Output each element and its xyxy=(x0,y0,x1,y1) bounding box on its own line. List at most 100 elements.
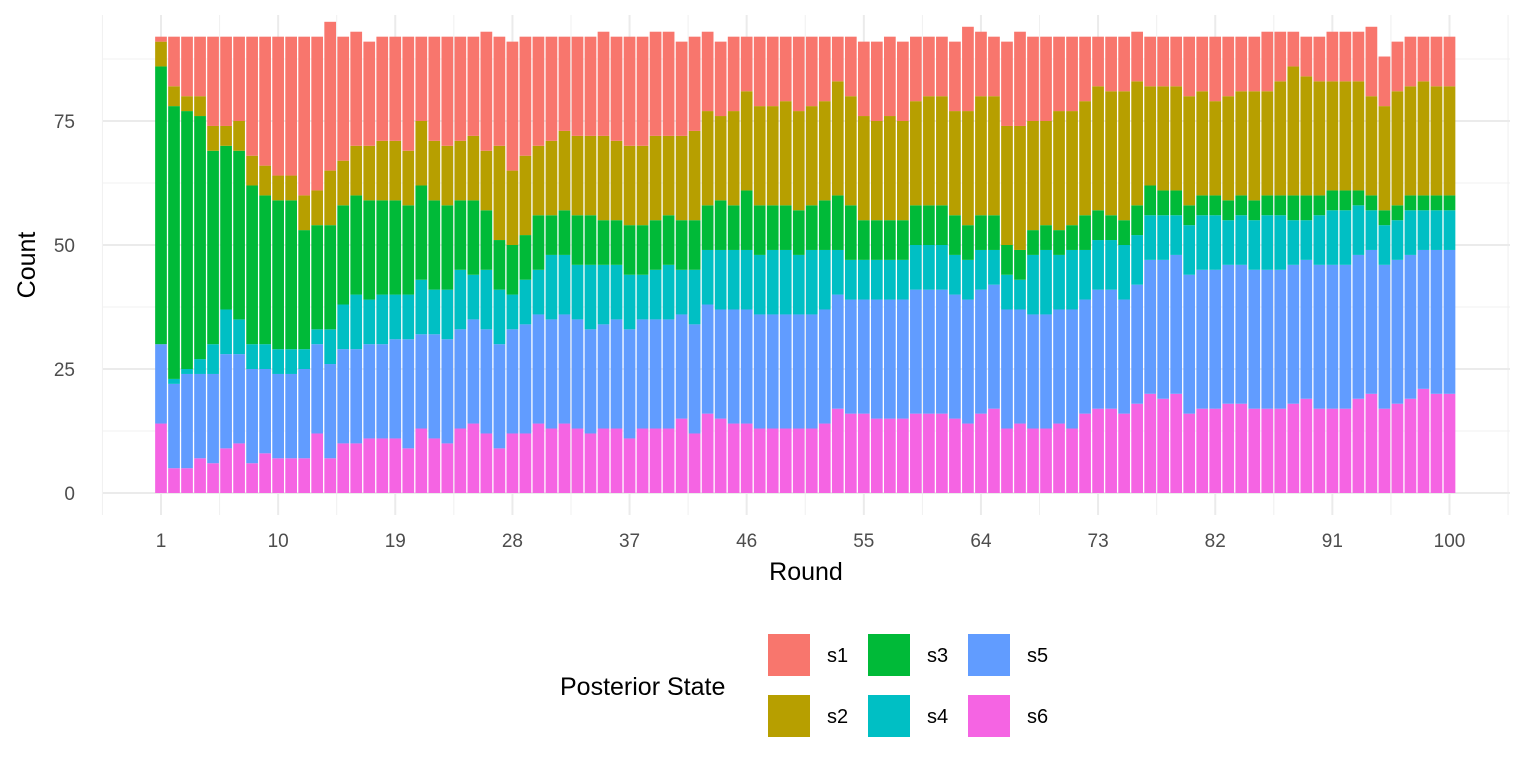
bar-s6-round-44 xyxy=(714,418,727,493)
bar-s3-round-5 xyxy=(207,150,219,345)
bar-s3-round-10 xyxy=(272,200,284,350)
bar-s1-round-53 xyxy=(831,36,844,82)
bar-s4-round-26 xyxy=(480,269,493,330)
bar-s4-round-50 xyxy=(792,254,805,315)
bar-s3-round-35 xyxy=(597,220,610,265)
bar-s6-round-88 xyxy=(1287,403,1300,493)
bar-s4-round-80 xyxy=(1183,225,1196,275)
bar-s3-round-77 xyxy=(1144,185,1156,216)
bar-s2-round-43 xyxy=(701,111,714,206)
bar-s2-round-94 xyxy=(1365,96,1378,196)
bar-s6-round-24 xyxy=(454,428,467,493)
bar-s1-round-69 xyxy=(1040,36,1052,121)
bar-s1-round-31 xyxy=(545,36,558,141)
bar-s5-round-41 xyxy=(675,314,688,419)
bar-s2-round-32 xyxy=(558,130,571,211)
bar-s5-round-73 xyxy=(1092,289,1104,409)
bar-s2-round-86 xyxy=(1261,91,1274,196)
bar-s6-round-33 xyxy=(571,428,584,493)
bar-s1-round-43 xyxy=(701,31,714,112)
bar-s4-round-18 xyxy=(376,294,389,345)
bar-s1-round-83 xyxy=(1222,36,1235,97)
bar-s2-round-29 xyxy=(519,155,532,236)
bar-s5-round-59 xyxy=(910,289,922,414)
bar-s3-round-22 xyxy=(428,200,441,290)
bar-s2-round-34 xyxy=(584,135,597,216)
x-tick-label: 100 xyxy=(1434,531,1466,552)
bar-s6-round-50 xyxy=(792,428,805,493)
bar-s5-round-45 xyxy=(727,309,740,424)
bar-s6-round-96 xyxy=(1391,403,1404,493)
bar-s4-round-11 xyxy=(285,349,297,374)
bar-s3-round-38 xyxy=(636,225,649,275)
bar-s3-round-93 xyxy=(1352,190,1365,206)
bar-s2-round-71 xyxy=(1066,111,1078,226)
bar-s4-round-23 xyxy=(441,289,454,340)
bar-s1-round-57 xyxy=(883,36,896,117)
bar-s6-round-69 xyxy=(1040,428,1052,493)
bar-s4-round-22 xyxy=(428,289,441,335)
bar-s5-round-81 xyxy=(1196,269,1209,409)
bar-s5-round-68 xyxy=(1027,314,1039,429)
bar-s3-round-97 xyxy=(1404,195,1417,211)
bar-s5-round-43 xyxy=(701,304,714,414)
x-tick-label: 91 xyxy=(1322,531,1343,552)
bar-s3-round-13 xyxy=(311,225,324,330)
bar-s3-round-34 xyxy=(584,215,597,265)
bar-s5-round-42 xyxy=(688,324,701,434)
bar-s4-round-9 xyxy=(259,344,271,369)
bar-s5-round-36 xyxy=(610,319,623,429)
bar-s4-round-58 xyxy=(897,259,909,300)
bar-s5-round-60 xyxy=(923,289,935,414)
bar-s5-round-15 xyxy=(337,349,350,444)
bar-s4-round-70 xyxy=(1053,254,1065,310)
bar-s2-round-54 xyxy=(844,96,857,206)
bar-s4-round-71 xyxy=(1066,249,1078,310)
bar-s1-round-37 xyxy=(623,36,636,146)
bar-s6-round-75 xyxy=(1118,413,1130,493)
bar-s2-round-98 xyxy=(1417,81,1430,196)
bar-s2-round-5 xyxy=(207,125,219,151)
bar-s1-round-36 xyxy=(610,36,623,141)
bar-s6-round-94 xyxy=(1365,393,1378,493)
bar-s1-round-1 xyxy=(155,36,167,42)
bar-s5-round-62 xyxy=(949,294,961,419)
bar-s3-round-69 xyxy=(1040,225,1052,250)
bar-s2-round-91 xyxy=(1326,81,1339,191)
bar-s3-round-37 xyxy=(623,225,636,275)
bar-s6-round-62 xyxy=(949,418,961,493)
bar-s3-round-49 xyxy=(779,205,792,250)
bar-s4-round-10 xyxy=(272,349,284,374)
legend-key-s4 xyxy=(868,695,910,737)
bar-s2-round-10 xyxy=(272,175,284,201)
bar-s2-round-85 xyxy=(1248,91,1261,201)
bar-s4-round-100 xyxy=(1443,210,1456,250)
bar-s4-round-88 xyxy=(1287,220,1300,265)
bar-s2-round-60 xyxy=(923,96,935,206)
bar-s4-round-84 xyxy=(1235,215,1248,265)
bar-s1-round-79 xyxy=(1170,36,1183,87)
bar-s4-round-31 xyxy=(545,254,558,320)
bar-s2-round-88 xyxy=(1287,66,1300,196)
bar-s6-round-77 xyxy=(1144,393,1156,493)
bar-s6-round-18 xyxy=(376,438,389,493)
bar-s5-round-55 xyxy=(857,299,870,414)
bar-s4-round-63 xyxy=(962,259,974,300)
bar-s2-round-93 xyxy=(1352,81,1365,191)
bar-s5-round-64 xyxy=(975,289,987,414)
bar-s1-round-54 xyxy=(844,36,857,97)
bar-s3-round-42 xyxy=(688,220,701,270)
bar-s3-round-29 xyxy=(519,235,532,280)
bar-s2-round-52 xyxy=(818,101,831,201)
bar-s1-round-33 xyxy=(571,36,584,136)
bar-s6-round-81 xyxy=(1196,408,1209,493)
bar-s6-round-23 xyxy=(441,443,454,493)
bar-s1-round-66 xyxy=(1001,41,1013,126)
bar-s2-round-16 xyxy=(350,145,363,196)
bar-s1-round-27 xyxy=(493,36,506,146)
bar-s3-round-20 xyxy=(402,205,415,295)
bar-s3-round-70 xyxy=(1053,230,1065,255)
series-s1 xyxy=(155,21,1456,196)
y-tick-label: 0 xyxy=(64,484,75,505)
